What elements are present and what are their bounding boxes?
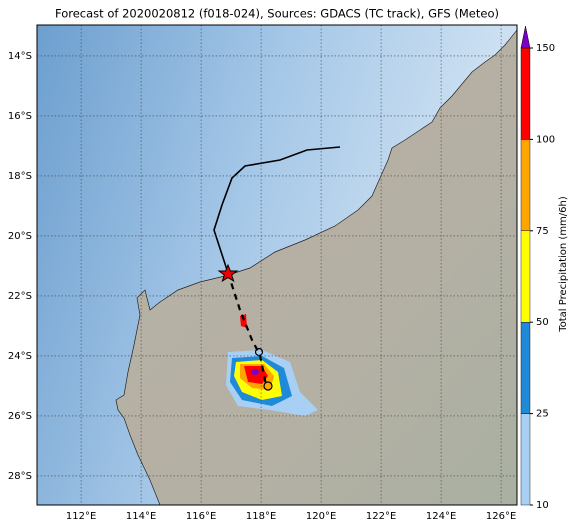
track-past bbox=[213, 146, 341, 274]
colorbar-extension bbox=[520, 25, 531, 49]
colorbar-label: Total Precipitation (mm/6h) bbox=[558, 196, 569, 333]
colorbar-segment bbox=[520, 413, 531, 506]
colorbar-tick-label: 100 bbox=[536, 134, 555, 145]
track-point bbox=[254, 347, 264, 357]
colorbar-tick-label: 25 bbox=[536, 409, 549, 420]
map-body bbox=[37, 25, 517, 505]
x-tick-label: 124°E bbox=[426, 511, 456, 522]
x-tick-label: 118°E bbox=[246, 511, 276, 522]
rain-purple bbox=[251, 369, 259, 375]
y-tick-label: 22°S bbox=[8, 291, 32, 302]
x-tick-label: 122°E bbox=[366, 511, 396, 522]
y-tick-label: 16°S bbox=[8, 111, 32, 122]
y-tick-label: 18°S bbox=[8, 171, 32, 182]
y-tick-label: 20°S bbox=[8, 231, 32, 242]
current-position bbox=[217, 263, 239, 283]
x-tick-label: 120°E bbox=[306, 511, 336, 522]
x-tick-label: 112°E bbox=[66, 511, 96, 522]
rain-red bbox=[240, 314, 268, 384]
map-title: Forecast of 2020020812 (f018-024), Sourc… bbox=[55, 7, 499, 21]
x-tick-label: 114°E bbox=[126, 511, 156, 522]
colorbar-segment bbox=[520, 47, 531, 140]
colorbar-segment bbox=[520, 322, 531, 414]
colorbar-segment bbox=[520, 139, 531, 231]
x-tick-label: 126°E bbox=[486, 511, 516, 522]
track-point bbox=[263, 381, 273, 391]
axes: 112°E 114°E 116°E 118°E 120°E 122°E 124°E 126°E… bbox=[8, 25, 517, 522]
colorbar-tick-label: 150 bbox=[536, 43, 555, 54]
colorbar-tick-label: 50 bbox=[536, 317, 549, 328]
y-tick-label: 26°S bbox=[8, 411, 32, 422]
y-tick-label: 24°S bbox=[8, 351, 32, 362]
land bbox=[115, 29, 517, 505]
colorbar-tick-label: 75 bbox=[536, 226, 549, 237]
y-tick-label: 14°S bbox=[8, 51, 32, 62]
colorbar-tick-label: 10 bbox=[536, 500, 549, 511]
x-tick-label: 116°E bbox=[186, 511, 216, 522]
colorbar-segment bbox=[520, 230, 531, 323]
track-forecast bbox=[226, 272, 268, 386]
map-frame bbox=[36, 24, 518, 506]
y-tick-label: 28°S bbox=[8, 471, 32, 482]
